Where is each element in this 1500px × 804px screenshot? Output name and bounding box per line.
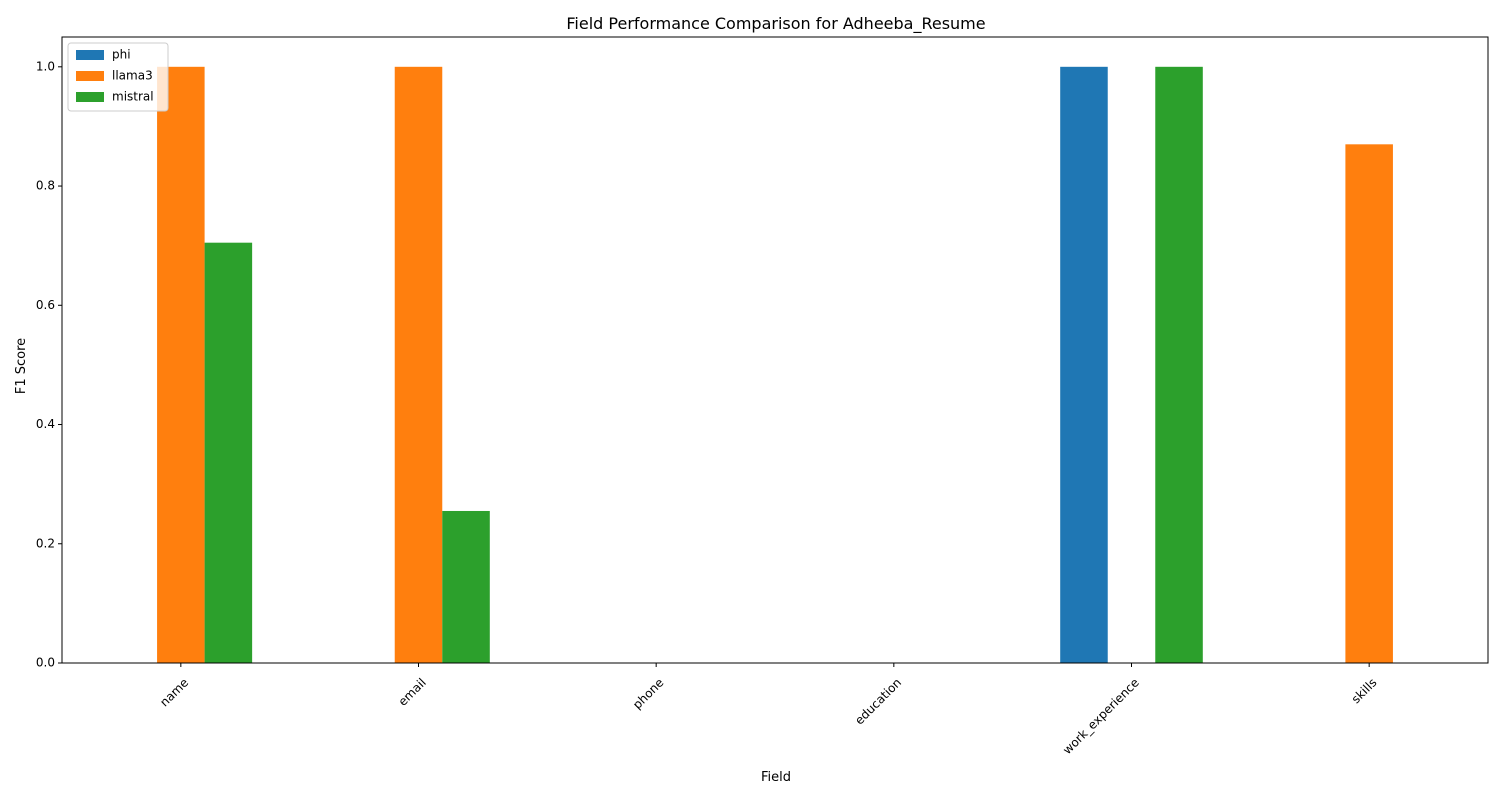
- bar-mistral-email: [442, 510, 490, 663]
- legend-label-phi: phi: [112, 48, 131, 62]
- plot-area: name email phone education work_experience sk…: [36, 36, 1489, 757]
- bar-llama3-name: [157, 66, 205, 664]
- y-tick-label: 0.0: [36, 656, 55, 670]
- bar-mistral-name: [204, 242, 253, 663]
- bars-group: [157, 66, 1393, 664]
- y-tick-label: 0.6: [36, 298, 55, 312]
- legend-swatch-mistral: [76, 92, 104, 102]
- bar-mistral-work_experience: [1155, 66, 1203, 664]
- legend: phi llama3 mistral: [67, 42, 169, 112]
- y-tick-label: 0.2: [36, 536, 55, 550]
- legend-label-mistral: mistral: [112, 90, 154, 104]
- y-tick-label: 0.8: [36, 179, 55, 193]
- chart-title: Field Performance Comparison for Adheeba…: [566, 14, 985, 34]
- bar-llama3-skills: [1345, 144, 1393, 664]
- y-tick-label: 1.0: [36, 59, 55, 73]
- legend-swatch-phi: [76, 50, 104, 60]
- legend-swatch-llama3: [76, 71, 104, 81]
- legend-label-llama3: llama3: [112, 69, 153, 83]
- x-axis-label: Field: [761, 770, 791, 785]
- plot-background: [62, 37, 1488, 663]
- y-axis-ticks: 0.0 0.2 0.4 0.6 0.8 1.0: [36, 59, 62, 670]
- y-tick-label: 0.4: [36, 417, 55, 431]
- plot-frame: [61, 36, 1489, 664]
- bar-phi-work_experience: [1060, 66, 1108, 664]
- bar-llama3-email: [394, 66, 443, 664]
- y-axis-label: F1 Score: [14, 338, 29, 394]
